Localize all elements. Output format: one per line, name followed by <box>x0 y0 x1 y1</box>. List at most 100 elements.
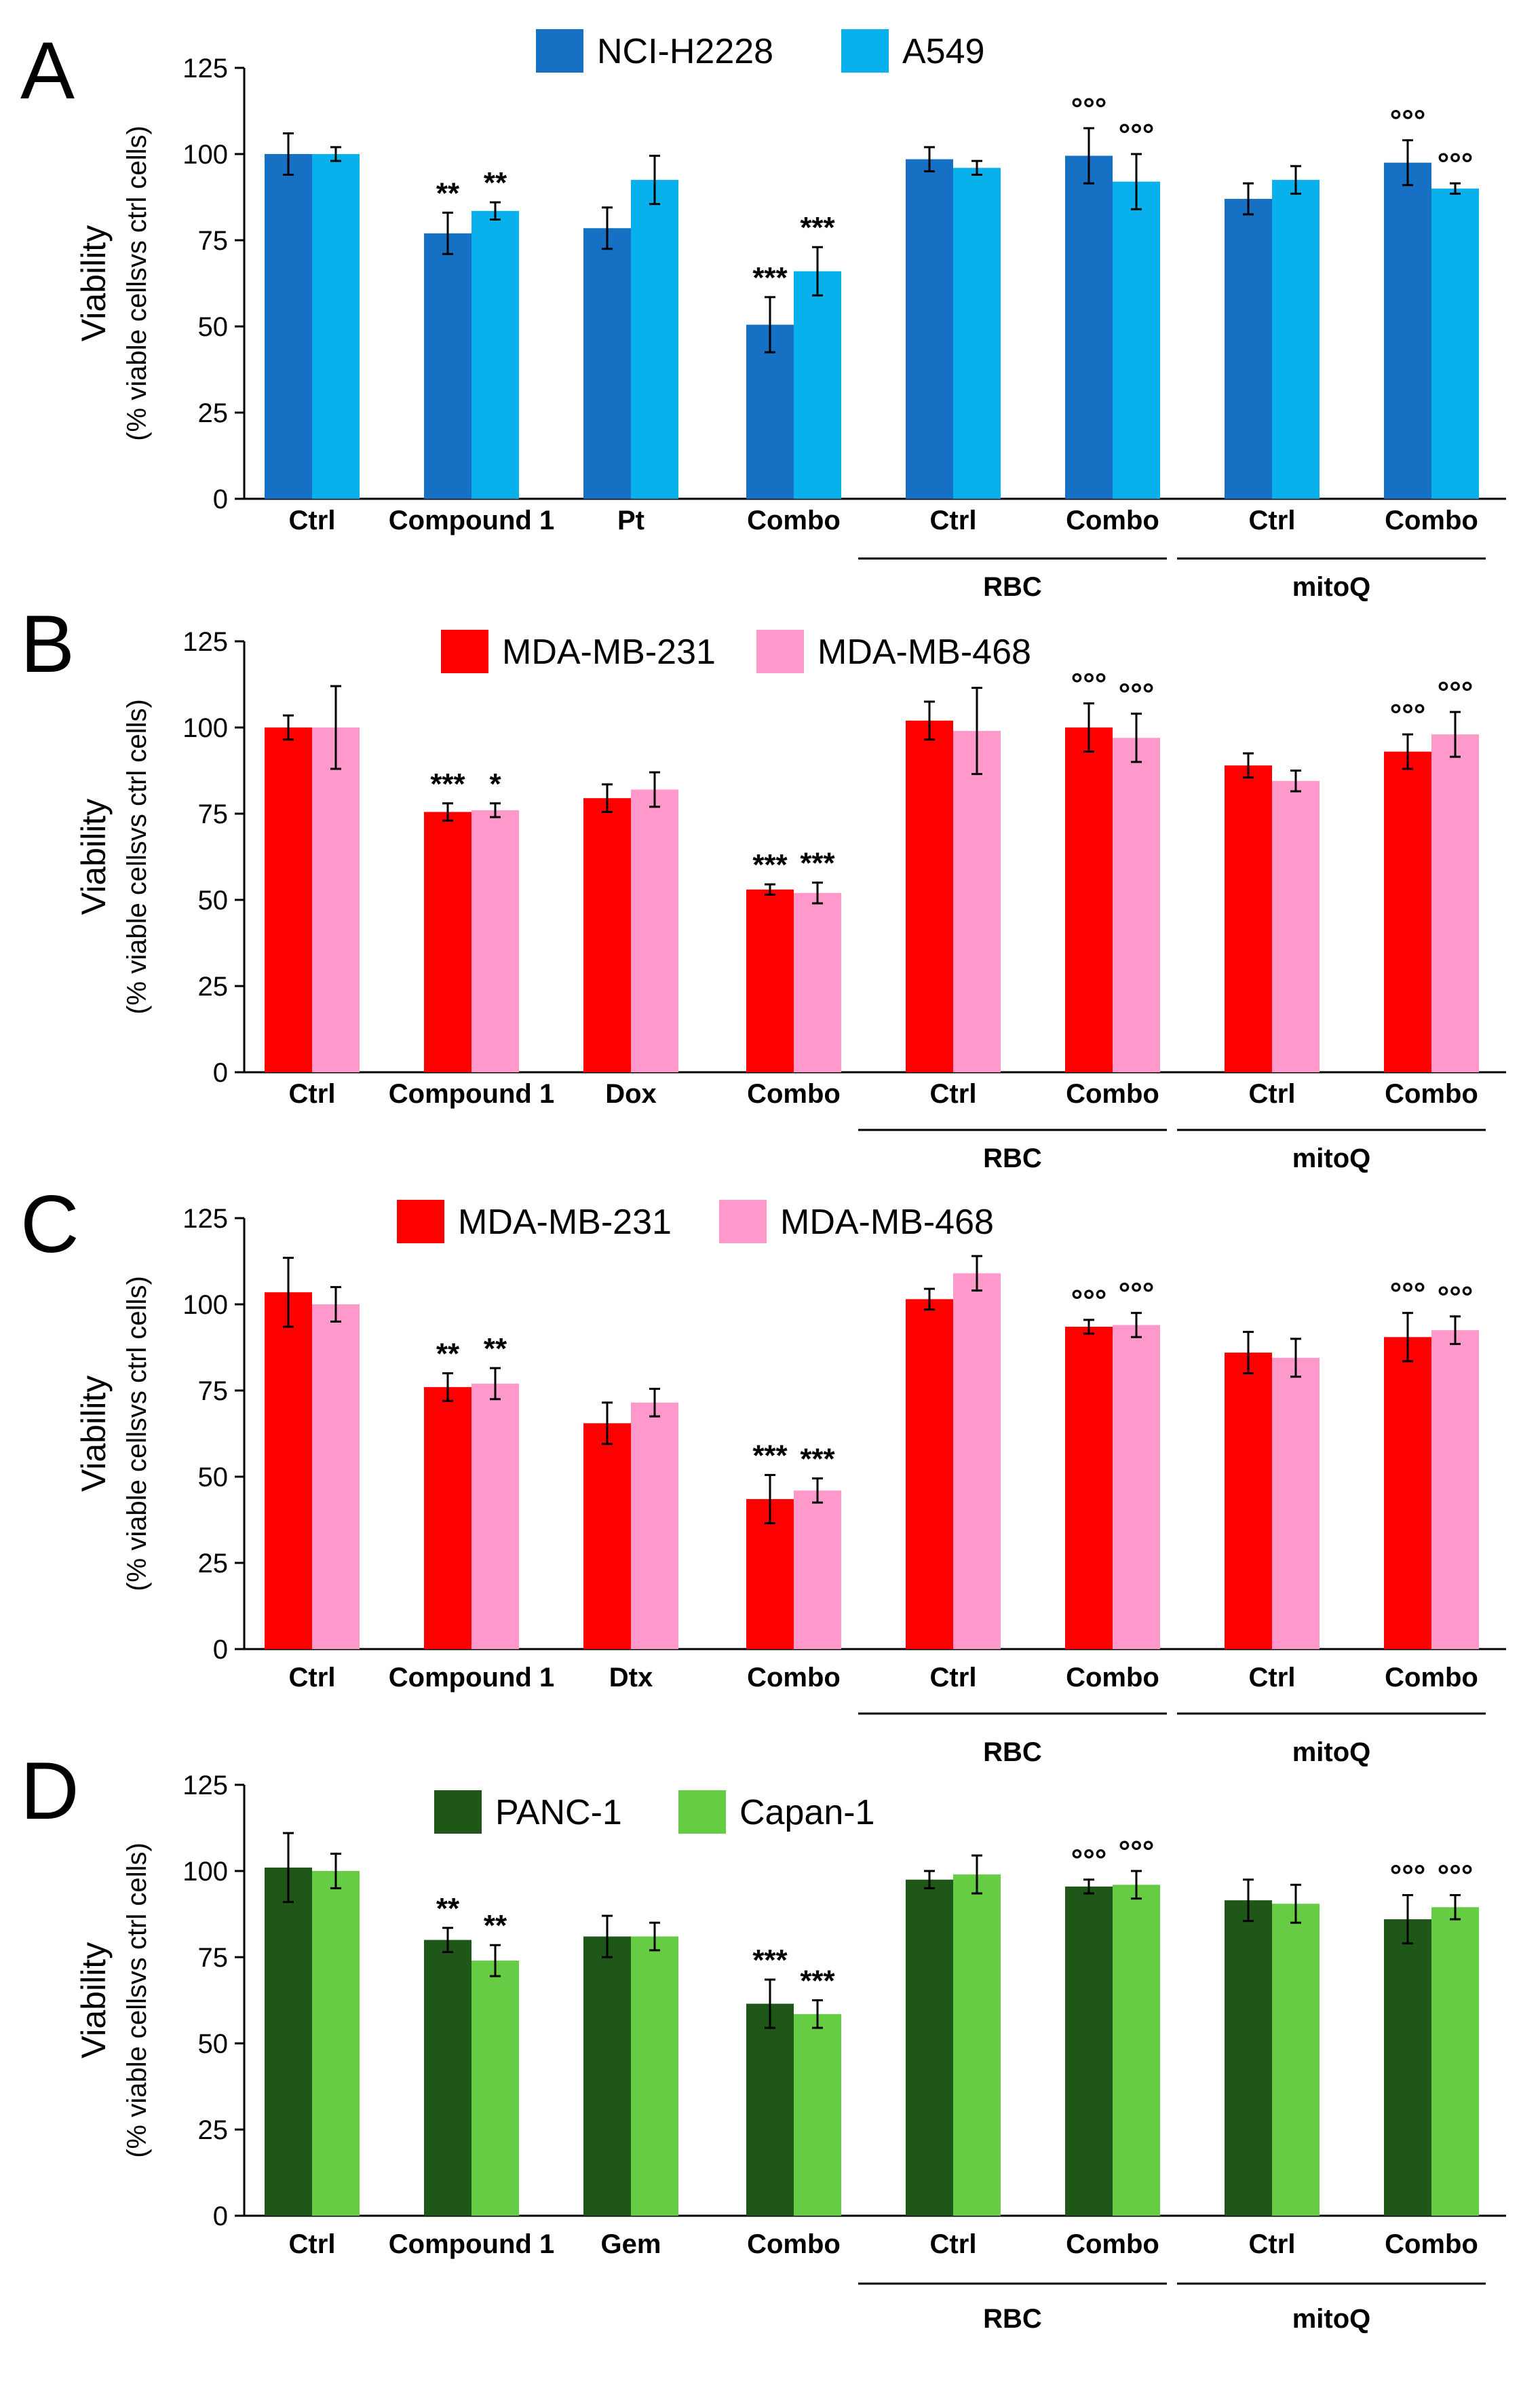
significance-mark: °°° <box>1390 1859 1426 1893</box>
significance-mark: °°° <box>1390 1277 1426 1310</box>
y-tick-label: 25 <box>198 398 229 428</box>
category-label: Ctrl <box>930 1663 977 1693</box>
category-label: Pt <box>617 506 644 535</box>
bar-mda-mb-468 <box>1431 1330 1479 1649</box>
bar-mda-mb-468 <box>471 1383 519 1649</box>
bar-mda-mb-231 <box>583 1423 631 1649</box>
y-tick-label: 0 <box>213 1058 228 1088</box>
category-label: Combo <box>1066 506 1159 535</box>
bar-nci-h2228 <box>1384 162 1431 499</box>
bar-mda-mb-231 <box>1065 1327 1113 1649</box>
legend-label: MDA-MB-231 <box>502 632 716 672</box>
legend-swatch <box>719 1200 767 1243</box>
legend-label: MDA-MB-231 <box>458 1203 672 1242</box>
legend-swatch <box>756 630 804 673</box>
significance-mark: *** <box>800 1443 835 1476</box>
bar-a549 <box>631 180 678 499</box>
significance-mark: °°° <box>1071 92 1107 126</box>
chart-panel-d: D 0 25 50 75 100 125 Viability (% viable cellsvs… <box>20 1745 1506 2334</box>
y-tick-label: 50 <box>198 886 229 915</box>
y-tick-label: 125 <box>182 1204 228 1234</box>
category-label: Combo <box>747 506 841 535</box>
bar-mda-mb-468 <box>1272 780 1320 1072</box>
bar-mda-mb-231 <box>1225 1353 1272 1649</box>
y-tick-label: 100 <box>182 1290 228 1320</box>
y-tick-label: 50 <box>198 1462 229 1492</box>
category-label: Dox <box>605 1079 657 1109</box>
bar-nci-h2228 <box>1225 199 1272 499</box>
significance-mark: °°° <box>1119 678 1155 711</box>
significance-mark: °°° <box>1071 1844 1107 1877</box>
significance-mark: * <box>489 768 501 801</box>
category-label: Combo <box>1385 1663 1478 1693</box>
y-tick-label: 75 <box>198 1376 229 1406</box>
bar-mda-mb-468 <box>312 727 360 1072</box>
category-label: Gem <box>601 2229 661 2259</box>
legend-swatch <box>434 1790 482 1834</box>
significance-mark: °°° <box>1071 1284 1107 1317</box>
y-tick-label: 25 <box>198 2115 229 2145</box>
bar-a549 <box>1431 188 1479 499</box>
bar-mda-mb-468 <box>794 892 841 1072</box>
category-label: Combo <box>1385 2229 1478 2259</box>
y-axis-label: Viability <box>75 1942 113 2058</box>
significance-mark: ** <box>484 1909 507 1942</box>
category-label: Combo <box>1066 1079 1159 1109</box>
category-label: Ctrl <box>289 1079 336 1109</box>
significance-mark: *** <box>800 847 835 880</box>
significance-mark: °°° <box>1438 147 1474 181</box>
y-axis-sublabel: (% viable cellsvs ctrl cells) <box>122 1276 152 1591</box>
bar-panc-1 <box>906 1879 953 2216</box>
significance-mark: ** <box>484 1332 507 1365</box>
bar-panc-1 <box>583 1936 631 2216</box>
bar-a549 <box>794 271 841 499</box>
bar-mda-mb-468 <box>1113 1325 1160 1649</box>
bar-mda-mb-468 <box>953 1273 1001 1649</box>
category-label: Compound 1 <box>389 506 554 535</box>
legend-swatch <box>841 29 889 73</box>
legend-swatch <box>397 1200 444 1243</box>
legend-label: A549 <box>902 32 984 71</box>
significance-mark: °°° <box>1119 118 1155 151</box>
y-tick-label: 100 <box>182 713 228 743</box>
category-label: Ctrl <box>289 1663 336 1693</box>
y-axis-sublabel: (% viable cellsvs ctrl cells) <box>122 126 152 441</box>
bar-capan-1 <box>953 1874 1001 2216</box>
group-label: mitoQ <box>1292 572 1371 602</box>
category-label: Compound 1 <box>389 1663 554 1693</box>
bar-panc-1 <box>1225 1900 1272 2216</box>
significance-mark: *** <box>800 211 835 244</box>
legend-label: NCI-H2228 <box>597 32 773 71</box>
bar-capan-1 <box>471 1961 519 2216</box>
bar-mda-mb-231 <box>265 727 312 1072</box>
category-label: Combo <box>1066 1663 1159 1693</box>
bar-nci-h2228 <box>746 324 794 499</box>
bar-mda-mb-231 <box>424 1386 471 1649</box>
category-label: Combo <box>1385 1079 1478 1109</box>
category-label: Combo <box>1385 506 1478 535</box>
y-axis-label: Viability <box>75 225 113 341</box>
legend-label: MDA-MB-468 <box>817 632 1031 672</box>
category-label: Dtx <box>609 1663 653 1693</box>
significance-mark: °°° <box>1119 1277 1155 1310</box>
category-label: Ctrl <box>1249 506 1296 535</box>
bar-a549 <box>312 154 360 499</box>
bar-mda-mb-468 <box>794 1490 841 1649</box>
bar-mda-mb-468 <box>1113 738 1160 1072</box>
category-label: Ctrl <box>930 506 977 535</box>
bar-capan-1 <box>1431 1907 1479 2216</box>
y-tick-label: 75 <box>198 226 229 256</box>
bar-mda-mb-231 <box>265 1292 312 1649</box>
group-label: mitoQ <box>1292 2304 1371 2334</box>
category-label: Ctrl <box>289 2229 336 2259</box>
y-tick-label: 100 <box>182 1857 228 1887</box>
significance-mark: *** <box>430 768 465 801</box>
significance-mark: *** <box>752 848 788 882</box>
significance-mark: *** <box>752 1439 788 1472</box>
bar-a549 <box>953 168 1001 499</box>
significance-mark: ** <box>436 1892 460 1925</box>
bar-mda-mb-468 <box>1272 1357 1320 1649</box>
panel-letter: C <box>20 1179 79 1270</box>
group-label: RBC <box>983 1143 1042 1173</box>
chart-panel-b: B 0 25 50 75 100 125 Viability (% viable cellsvs… <box>20 599 1506 1173</box>
